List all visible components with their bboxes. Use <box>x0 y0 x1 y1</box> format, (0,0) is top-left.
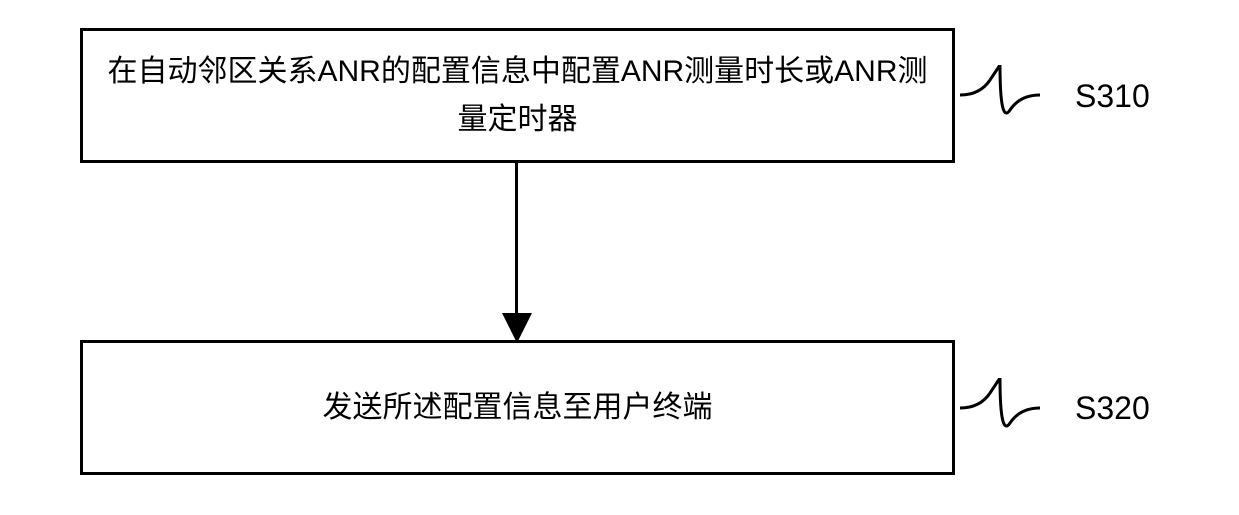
connector-curve-1 <box>960 65 1040 125</box>
connector-curve-2 <box>960 378 1040 438</box>
flowchart-container: 在自动邻区关系ANR的配置信息中配置ANR测量时长或ANR测量定时器 发送所述配… <box>0 0 1239 515</box>
box-2-text: 发送所述配置信息至用户终端 <box>323 384 713 432</box>
flowchart-box-2: 发送所述配置信息至用户终端 <box>80 340 955 475</box>
step-label-2: S320 <box>1075 390 1150 427</box>
box-1-text: 在自动邻区关系ANR的配置信息中配置ANR测量时长或ANR测量定时器 <box>103 48 932 144</box>
flowchart-box-1: 在自动邻区关系ANR的配置信息中配置ANR测量时长或ANR测量定时器 <box>80 28 955 163</box>
arrow-line <box>515 163 518 318</box>
step-label-1: S310 <box>1075 78 1150 115</box>
arrow-head <box>502 313 532 343</box>
